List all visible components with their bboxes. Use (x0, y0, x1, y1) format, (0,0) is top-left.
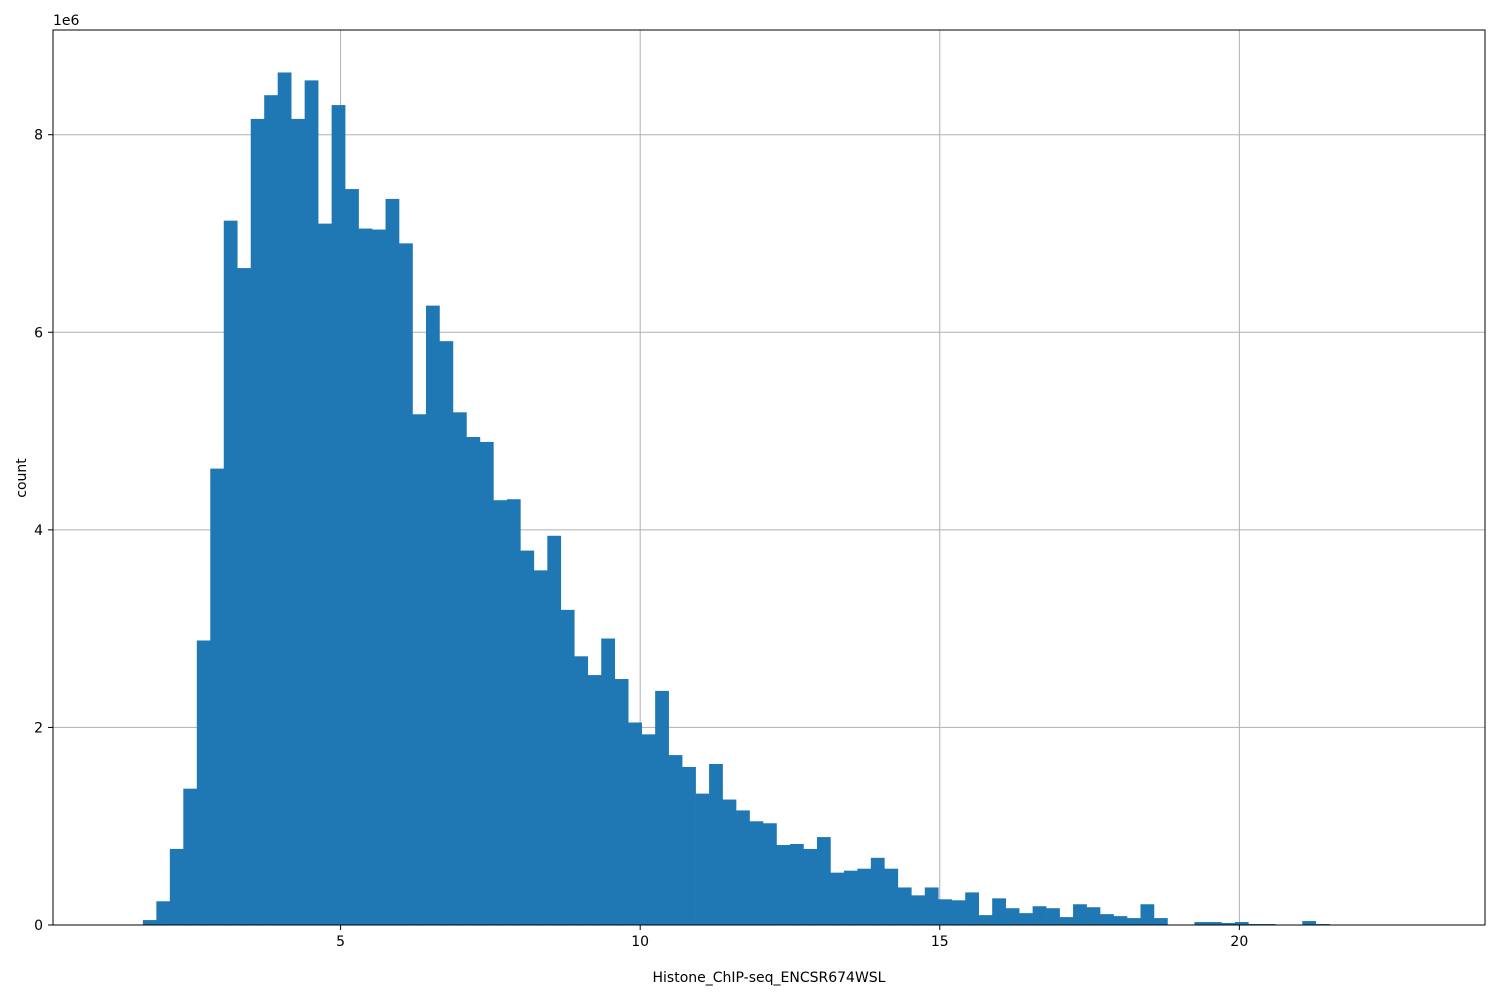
histogram-bar (439, 341, 454, 925)
histogram-bar (668, 755, 683, 925)
histogram-bar (466, 436, 481, 925)
histogram-bar (965, 892, 980, 925)
y-axis-label: count (14, 458, 30, 498)
histogram-bar (709, 763, 723, 925)
y-tick-label: 0 (34, 918, 43, 934)
histogram-bar (1234, 922, 1249, 925)
histogram-bar (547, 535, 562, 925)
histogram-bar (1194, 922, 1209, 925)
histogram-bar (992, 898, 1006, 925)
histogram-bar (237, 268, 252, 925)
histogram-bar (506, 499, 521, 925)
histogram-bar (816, 837, 831, 925)
histogram-bar (291, 118, 305, 925)
y-scale-label: 1e6 (53, 13, 80, 29)
histogram-bar (479, 441, 494, 925)
histogram-bars (142, 72, 1330, 926)
histogram-bar (318, 223, 332, 926)
histogram-bar (574, 656, 589, 925)
histogram-bar (250, 118, 265, 925)
histogram-bar (1005, 908, 1020, 925)
histogram-bar (142, 920, 157, 925)
histogram-bar (843, 870, 858, 925)
histogram-bar (655, 690, 669, 925)
histogram-bar (776, 844, 791, 925)
histogram-bar (1032, 906, 1047, 925)
axes (52, 29, 1486, 926)
histogram-bar (722, 799, 737, 925)
histogram-bar (1073, 904, 1087, 925)
histogram-bar (493, 500, 508, 925)
histogram-bar (641, 734, 656, 925)
histogram-bar (358, 228, 373, 926)
histogram-bar (452, 412, 467, 925)
histogram-bar (682, 766, 696, 925)
plot-frame (52, 29, 1486, 926)
histogram-bar (695, 793, 710, 925)
histogram-bar (587, 675, 602, 925)
histogram-bar (830, 872, 845, 925)
histogram-bar (1113, 916, 1128, 925)
y-tick-label: 2 (34, 720, 43, 736)
histogram-bar (911, 895, 926, 925)
histogram-bar (1086, 907, 1101, 925)
histogram-bar (736, 810, 750, 925)
histogram-bar (897, 887, 912, 925)
histogram-bar (223, 220, 238, 925)
histogram-bar (749, 821, 764, 925)
x-tick-label: 20 (1230, 934, 1248, 950)
histogram-bar (560, 609, 575, 925)
histogram-bar (520, 550, 535, 925)
histogram-bar (884, 868, 899, 925)
histogram-bar (938, 899, 953, 925)
x-tick-label: 5 (336, 934, 345, 950)
x-tick-label: 10 (631, 934, 649, 950)
histogram-bar (183, 788, 198, 925)
histogram-bar (763, 823, 777, 925)
y-tick-label: 6 (34, 325, 43, 341)
histogram-bar (789, 843, 804, 925)
histogram-bar (345, 189, 359, 925)
histogram-bar (533, 570, 548, 925)
histogram-bar (1221, 923, 1236, 925)
tick-labels: 5 10 15 20 0 2 4 6 8 (34, 128, 1248, 950)
histogram-bar (304, 80, 319, 925)
histogram-bar (372, 229, 386, 925)
histogram-bar (169, 848, 184, 925)
histogram-bar (412, 414, 427, 925)
y-tick-label: 8 (34, 128, 43, 144)
histogram-bar (870, 857, 885, 925)
histogram-bar (1019, 913, 1033, 925)
histogram-bar (156, 901, 171, 925)
x-tick-label: 15 (931, 934, 949, 950)
histogram-bar (1127, 918, 1141, 925)
histogram-bar (978, 915, 993, 925)
histogram-bar (385, 198, 400, 926)
histogram-bar (210, 468, 225, 925)
histogram-bar (857, 868, 872, 925)
histogram-bar (1100, 914, 1114, 925)
histogram-bar (264, 95, 278, 926)
histogram-bar (1207, 922, 1222, 925)
histogram-bar (924, 887, 939, 925)
histogram-bar (196, 640, 211, 925)
histogram-bar (614, 679, 629, 925)
histogram-bar (331, 105, 346, 925)
histogram-bar (425, 305, 440, 926)
histogram-bar (951, 900, 966, 925)
histogram-bar (803, 848, 818, 925)
histogram-bar (1046, 908, 1060, 925)
histogram-bar (1059, 917, 1074, 925)
x-axis-label: Histone_ChIP-seq_ENCSR674WSL (653, 970, 886, 986)
histogram-bar (1140, 904, 1155, 925)
y-tick-label: 4 (34, 523, 43, 539)
histogram-bar (399, 243, 413, 925)
histogram-bar (277, 72, 292, 926)
histogram-bar (1302, 921, 1317, 925)
histogram-bar (1153, 918, 1168, 925)
histogram-bar (628, 722, 642, 925)
histogram-bar (601, 638, 616, 925)
